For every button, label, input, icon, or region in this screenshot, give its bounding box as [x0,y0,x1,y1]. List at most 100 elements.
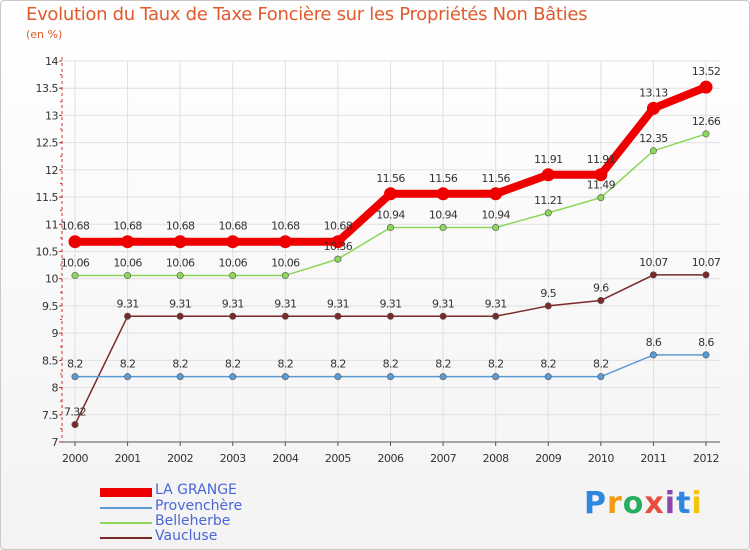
data-point [597,373,605,381]
data-label: 9.31 [274,297,296,310]
data-point [334,373,342,381]
data-point [281,271,289,279]
legend-swatch [100,507,152,509]
data-label: 9.31 [222,297,244,310]
y-tick-label: 8.5 [42,354,58,367]
data-point [384,187,397,201]
data-label: 12.66 [692,115,721,128]
y-tick-label: 9.5 [42,300,58,313]
x-tick-label: 2006 [378,452,404,465]
data-label: 10.68 [166,220,195,233]
y-tick-label: 13.5 [36,82,59,95]
data-label: 8.2 [593,358,609,371]
data-point [71,271,79,279]
data-point [594,168,608,182]
data-label: 10.06 [271,256,300,269]
legend-swatch [100,537,152,539]
y-tick-label: 11.5 [36,191,59,204]
data-label: 11.56 [376,172,405,185]
x-tick-label: 2009 [535,452,561,465]
data-label: 10.06 [219,256,248,269]
data-point [646,101,660,115]
data-point [436,187,450,201]
data-point [489,187,503,201]
data-point [176,373,184,381]
data-point [649,351,657,359]
data-label: 10.68 [61,220,90,233]
x-tick-label: 2001 [115,452,141,465]
data-label: 10.68 [271,220,300,233]
y-tick-label: 14 [45,55,58,68]
y-tick-label: 9 [52,327,59,340]
x-tick-label: 2004 [272,452,298,465]
data-point [176,271,184,279]
brand-letter: P [584,486,607,521]
data-point [229,312,237,320]
data-point [281,373,289,381]
data-label: 10.94 [481,209,510,222]
data-label: 10.06 [166,256,195,269]
data-label: 10.06 [113,256,142,269]
data-label: 8.2 [488,358,504,371]
brand-letter: t [676,486,692,521]
brand-letter: i [664,486,677,521]
data-label: 10.68 [324,220,353,233]
y-tick-label: 8 [52,382,59,395]
data-label: 8.6 [698,336,714,349]
data-point [544,302,552,310]
data-label: 10.68 [113,220,142,233]
data-point [226,235,240,249]
data-point [68,235,82,249]
y-tick-label: 7.5 [42,409,58,422]
data-label: 9.6 [593,281,609,294]
x-tick-label: 2000 [62,452,88,465]
data-point [699,80,713,94]
data-point [597,194,605,202]
x-tick-label: 2007 [430,452,456,465]
x-tick-label: 2011 [640,452,666,465]
data-label: 8.2 [330,358,346,371]
data-label: 8.2 [383,358,399,371]
legend-label: Vaucluse [155,528,218,544]
x-tick-label: 2012 [693,452,719,465]
data-label: 8.6 [646,336,662,349]
y-tick-label: 13 [45,109,58,122]
data-label: 11.49 [587,179,616,192]
legend-swatch [100,522,152,524]
data-label: 11.56 [429,172,458,185]
data-label: 9.31 [117,297,139,310]
data-label: 7.32 [64,406,86,419]
x-tick-label: 2008 [483,452,509,465]
data-point [439,373,447,381]
data-point [71,421,79,429]
data-point [544,209,552,217]
data-point [278,235,292,249]
x-tick-label: 2002 [167,452,193,465]
data-label: 12.35 [639,132,668,145]
legend-swatch [100,487,152,497]
data-label: 13.52 [692,65,721,78]
chart-title: Evolution du Taux de Taxe Foncière sur l… [26,4,588,25]
data-point [334,255,342,263]
data-label: 13.13 [639,86,668,99]
data-point [176,312,184,320]
data-label: 11.56 [481,172,510,185]
legend-label: Provenchère [155,498,243,514]
data-label: 9.5 [540,287,556,300]
data-point [541,168,555,182]
data-label: 10.94 [376,209,405,222]
data-point [281,312,289,320]
data-point [597,296,605,304]
data-label: 10.68 [219,220,248,233]
brand-logo: Proxiti [584,486,703,521]
data-point [124,312,132,320]
data-label: 10.07 [692,256,721,269]
legend-label: Belleherbe [155,513,231,529]
brand-letter: r [607,486,623,521]
data-point [439,224,447,232]
data-label: 9.31 [169,297,191,310]
data-label: 11.91 [587,153,616,166]
data-point [173,235,187,249]
data-point [702,130,710,138]
